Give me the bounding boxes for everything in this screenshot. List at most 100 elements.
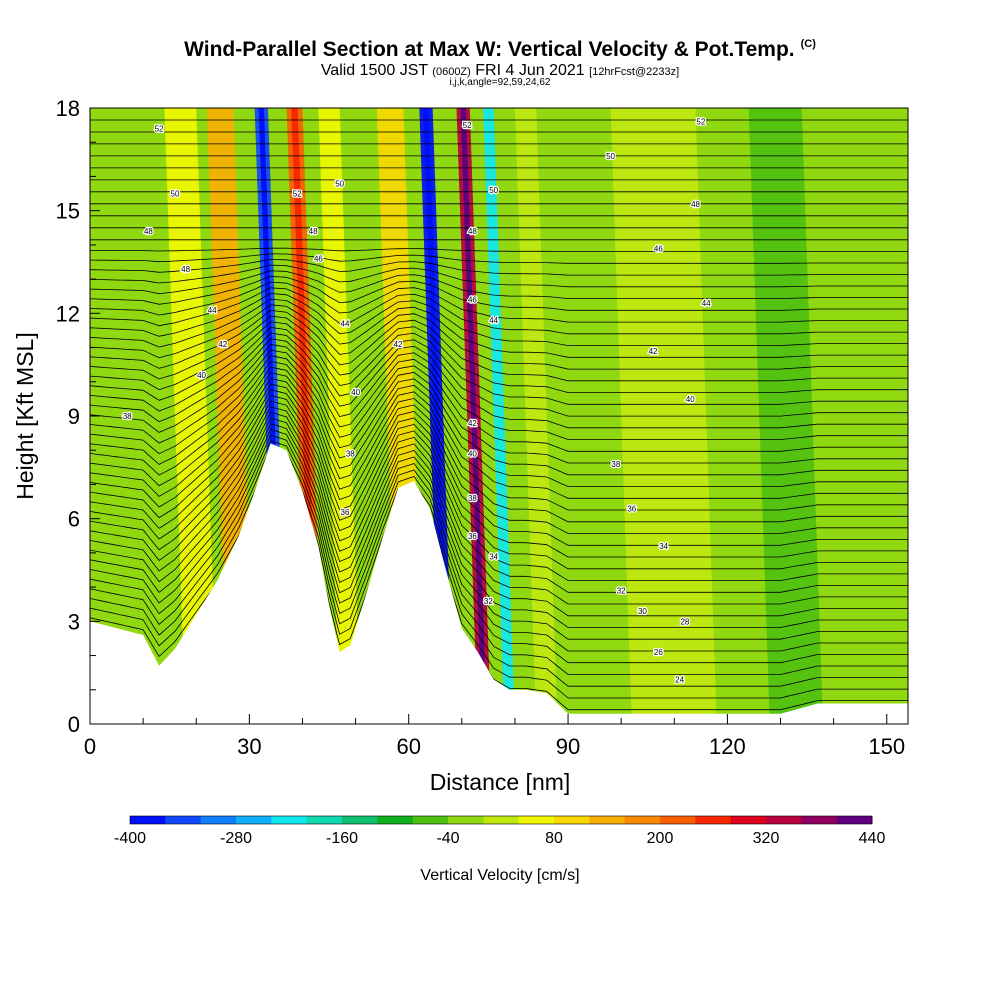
theta-contour: [90, 349, 908, 464]
colorbar-swatch: [412, 816, 449, 824]
valid-date: FRI 4 Jun 2021: [475, 62, 585, 79]
contour-label: 38: [468, 494, 477, 503]
contour-label: 40: [468, 450, 477, 459]
contour-label: 36: [341, 508, 350, 517]
theta-contour: [90, 264, 908, 288]
colorbar-swatch: [130, 816, 166, 824]
colorbar-tick-label: -40: [436, 830, 459, 847]
theta-contour: [90, 259, 908, 276]
contour-label: 44: [702, 299, 711, 308]
theta-contour: [90, 292, 908, 346]
forecast-info: [12hrFcst@2233z]: [589, 66, 680, 78]
theta-contour: [90, 389, 908, 546]
contour-label: 34: [489, 552, 498, 561]
contour-label: 42: [218, 340, 227, 349]
velocity-band: [164, 108, 218, 724]
colorbar-tick-label: -160: [326, 830, 358, 847]
contour-label: 32: [484, 597, 493, 606]
contour-label: 46: [468, 296, 477, 305]
theta-contour: [90, 394, 908, 558]
y-tick-label: 18: [56, 96, 80, 121]
contour-label: 42: [394, 340, 403, 349]
contour-label: 44: [341, 320, 350, 329]
contour-label: 50: [335, 179, 344, 188]
contour-label: 24: [675, 676, 684, 685]
plot-area: 52 50 48 48 44 42 40 38 52 50 48 46 44 42 40 38 36 52 50 48…: [90, 108, 908, 724]
theta-contour: [90, 309, 908, 382]
colorbar-swatch: [271, 816, 308, 824]
contour-label: 52: [696, 118, 705, 127]
contour-label: 46: [314, 255, 323, 264]
theta-contour: [90, 440, 908, 652]
colorbar-swatch: [589, 816, 626, 824]
contour-label: 38: [346, 450, 355, 459]
theta-contour: [90, 281, 908, 323]
contour-label: 40: [686, 395, 695, 404]
chart-title: Wind-Parallel Section at Max W: Vertical…: [184, 38, 816, 61]
contour-label: 30: [638, 607, 647, 616]
colorbar-swatch: [236, 816, 272, 824]
colorbar-swatch: [448, 816, 484, 824]
contour-label: 50: [489, 186, 498, 195]
theta-contour: [90, 428, 908, 628]
theta-contour: [90, 417, 908, 605]
theta-contour: [90, 372, 908, 511]
contour-label: 48: [181, 265, 190, 274]
theta-contour: [90, 445, 908, 664]
colorbar-swatch: [483, 816, 520, 824]
contour-label: 40: [197, 371, 206, 380]
x-tick-label: 30: [237, 734, 261, 759]
colorbar-swatch: [836, 816, 873, 824]
theta-contour: [90, 423, 908, 617]
x-tick-label: 60: [396, 734, 420, 759]
y-axis-title: Height [Kft MSL]: [12, 332, 38, 499]
contour-label: 32: [617, 587, 626, 596]
contour-label: 50: [171, 190, 180, 199]
theta-contour: [90, 434, 908, 640]
y-tick-label: 15: [56, 199, 80, 224]
contour-label: 42: [468, 419, 477, 428]
contour-label: 38: [611, 460, 620, 469]
theta-contour: [90, 287, 908, 335]
theta-contour: [90, 377, 908, 523]
x-tick-label: 0: [84, 734, 96, 759]
theta-contours: [90, 108, 908, 711]
y-tick-label: 3: [68, 609, 80, 634]
theta-contour: [90, 298, 908, 358]
x-tick-label: 120: [709, 734, 746, 759]
colorbar-swatch: [518, 816, 555, 824]
contour-label: 26: [654, 648, 663, 657]
colorbar-tick-label: 200: [647, 830, 674, 847]
contour-label: 44: [208, 306, 217, 315]
theta-contour: [90, 406, 908, 581]
theta-contour: [90, 360, 908, 487]
colorbar-swatch: [342, 816, 378, 824]
contour-label: 50: [606, 152, 615, 161]
theta-contour: [90, 247, 908, 252]
colorbar-swatch: [554, 816, 590, 824]
colorbar-title: Vertical Velocity [cm/s]: [420, 867, 579, 884]
colorbar-swatch: [766, 816, 802, 824]
x-tick-label: 90: [556, 734, 580, 759]
contour-label: 36: [627, 504, 636, 513]
colorbar-tick-label: -280: [220, 830, 252, 847]
colorbar-tick-label: 440: [859, 830, 886, 847]
contour-label: 44: [489, 316, 498, 325]
colorbar-swatch: [377, 816, 414, 824]
theta-contour: [90, 355, 908, 476]
y-tick-label: 12: [56, 301, 80, 326]
contour-label: 40: [351, 388, 360, 397]
velocity-core: [460, 108, 488, 724]
y-tick-label: 0: [68, 712, 80, 737]
contour-label: 48: [691, 200, 700, 209]
theta-contour: [90, 343, 908, 452]
contour-labels: 52 50 48 48 44 42 40 38 52 50 48 46 44 42 40 38 36 52 50 48…: [121, 116, 712, 685]
theta-contour: [90, 400, 908, 570]
theta-contour: [90, 270, 908, 299]
contour-label: 28: [680, 617, 689, 626]
theta-contour: [90, 332, 908, 429]
terrain: [90, 443, 908, 724]
colorbar-swatch: [200, 816, 237, 824]
theta-contour: [90, 253, 908, 264]
